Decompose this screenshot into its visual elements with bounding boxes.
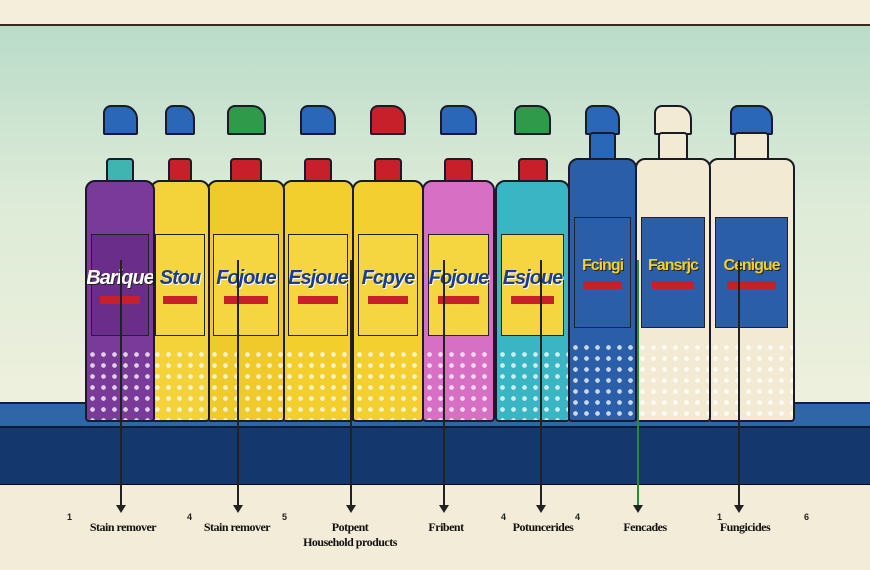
brand-name: Esjoue — [288, 266, 349, 289]
label-stripe — [583, 280, 622, 289]
brand-name: Fansrjc — [648, 256, 699, 274]
bottle-cap — [517, 158, 548, 182]
bottle-cap — [373, 158, 403, 182]
bottle-7: Esjoue — [495, 180, 570, 422]
bottle-6: Fojoue — [422, 180, 495, 422]
bottle-4: Esjoue — [282, 180, 354, 422]
spray-trigger — [585, 105, 620, 135]
number-label: 1 — [717, 512, 723, 522]
spray-trigger — [370, 105, 406, 135]
bottle-label: Fojoue — [213, 234, 279, 337]
brand-name: Stou — [159, 266, 201, 289]
label-stripe — [297, 295, 339, 304]
brand-name: Fcpye — [361, 266, 416, 289]
bottle-label: Esjoue — [288, 234, 349, 337]
arrowhead-icon — [116, 505, 126, 513]
bottle-2: Stou — [150, 180, 210, 422]
bottle-8: Fcingi — [568, 158, 637, 422]
brand-name: Fcingi — [581, 256, 624, 274]
spray-trigger — [300, 105, 336, 135]
bottle-3: Fojoue — [207, 180, 285, 422]
caption-household-products: Household products — [303, 535, 397, 549]
bottle-5: Fcpye — [352, 180, 424, 422]
bottle-10: Cenigue — [708, 158, 795, 422]
bottle-label: Stou — [155, 234, 205, 337]
spray-trigger — [729, 105, 774, 135]
bottle-9: Fansrjc — [635, 158, 711, 422]
bottle-cap — [303, 158, 333, 182]
pointer-arrow — [738, 260, 740, 505]
number-label: 4 — [575, 512, 581, 522]
bottle-label: Fojoue — [428, 234, 490, 337]
bubbles-pattern — [284, 348, 352, 420]
bottle-cap — [443, 158, 474, 182]
caption-stain-remover-1: Stain remover — [89, 520, 157, 534]
bottle-cap — [168, 158, 192, 182]
arrowhead-icon — [734, 505, 744, 513]
label-stripe — [163, 295, 197, 304]
bottle-label: Fcpye — [358, 234, 418, 337]
pointer-arrow — [443, 260, 445, 505]
label-stripe — [100, 295, 140, 304]
brand-name: Fojoue — [216, 266, 277, 289]
number-label: 5 — [282, 512, 288, 522]
brand-name: Fojoue — [428, 266, 490, 289]
pointer-arrow — [637, 260, 639, 505]
arrowhead-icon — [536, 505, 546, 513]
caption-stain-remover-2: Stain remover — [203, 520, 271, 534]
label-stripe — [651, 280, 695, 289]
spray-trigger — [513, 105, 552, 135]
spray-trigger — [226, 105, 266, 135]
label-stripe — [726, 280, 777, 289]
bottle-cap — [657, 132, 689, 160]
bottle-cap — [588, 132, 617, 160]
caption-strip — [0, 485, 870, 570]
arrowhead-icon — [633, 505, 643, 513]
bottle-cap — [734, 132, 769, 160]
bottle-label: Esjoue — [501, 234, 564, 337]
bubbles-pattern — [424, 348, 493, 420]
caption-potpent: Potpent — [331, 520, 369, 534]
pointer-arrow — [350, 260, 352, 505]
bottle-label: Fcingi — [573, 217, 632, 329]
arrowhead-icon — [346, 505, 356, 513]
number-label: 6 — [804, 512, 810, 522]
bubbles-pattern — [710, 342, 793, 420]
spray-trigger — [165, 105, 195, 135]
spray-trigger — [102, 105, 138, 135]
label-stripe — [367, 295, 409, 304]
bubbles-pattern — [354, 348, 422, 420]
label-stripe — [511, 295, 554, 304]
caption-fribent: Fribent — [428, 520, 464, 534]
bottle-label: Cenigue — [714, 217, 789, 329]
arrowhead-icon — [233, 505, 243, 513]
arrowhead-icon — [439, 505, 449, 513]
bubbles-pattern — [637, 342, 709, 420]
label-stripe — [437, 295, 480, 304]
pointer-arrow — [120, 260, 122, 505]
bubbles-pattern — [209, 348, 283, 420]
bottle-label: Fansrjc — [641, 217, 705, 329]
bottle-cap — [106, 158, 134, 182]
caption-potuncerides: Potuncerides — [512, 520, 574, 534]
top-border — [0, 0, 870, 26]
bottle-cap — [230, 158, 262, 182]
number-label: 1 — [67, 512, 73, 522]
caption-fungicides: Fungicides — [719, 520, 771, 534]
bubbles-pattern — [497, 348, 568, 420]
bubbles-pattern — [152, 348, 208, 420]
shelf-front — [0, 426, 870, 487]
label-stripe — [223, 295, 269, 304]
brand-name: Cenigue — [723, 256, 780, 274]
number-label: 4 — [501, 512, 507, 522]
bubbles-pattern — [570, 342, 635, 420]
spray-trigger — [654, 105, 692, 135]
pointer-arrow — [237, 260, 239, 505]
brand-name: Esjoue — [502, 266, 564, 289]
number-label: 4 — [187, 512, 193, 522]
pointer-arrow — [540, 260, 542, 505]
caption-fencades: Fencades — [623, 520, 667, 534]
spray-trigger — [440, 105, 477, 135]
